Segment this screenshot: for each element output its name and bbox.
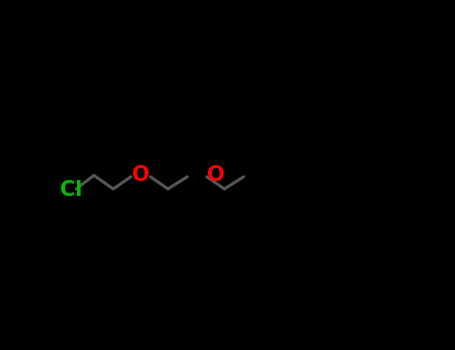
Text: Cl: Cl	[61, 180, 83, 200]
Text: O: O	[131, 164, 149, 184]
Text: O: O	[207, 164, 224, 184]
